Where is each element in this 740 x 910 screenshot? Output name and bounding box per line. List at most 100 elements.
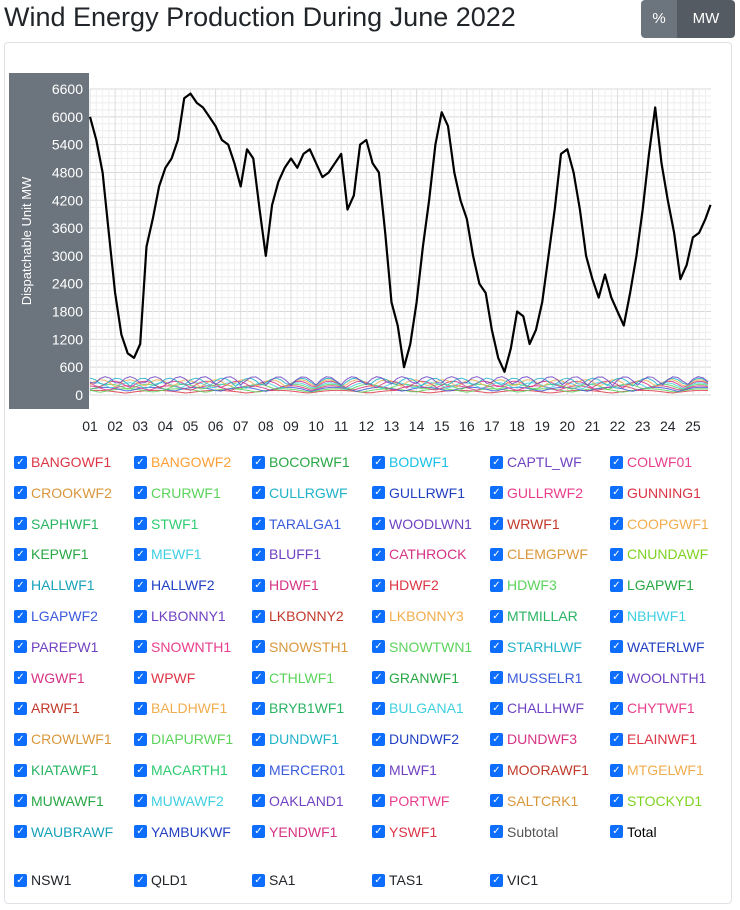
unit-toggle[interactable]: ✓ COLWF01 — [610, 454, 692, 470]
unit-toggle[interactable]: ✓ BRYB1WF1 — [252, 700, 344, 716]
checkbox-checked-icon[interactable]: ✓ — [610, 794, 623, 808]
checkbox-checked-icon[interactable]: ✓ — [610, 547, 623, 561]
checkbox-checked-icon[interactable]: ✓ — [14, 609, 27, 623]
unit-toggle[interactable]: ✓ Subtotal — [490, 824, 558, 840]
unit-toggle[interactable]: ✓ KIATAWF1 — [14, 762, 98, 778]
checkbox-checked-icon[interactable]: ✓ — [610, 517, 623, 531]
unit-toggle[interactable]: ✓ MUSSELR1 — [490, 670, 582, 686]
unit-toggle[interactable]: ✓ BULGANA1 — [372, 700, 464, 716]
checkbox-checked-icon[interactable]: ✓ — [490, 609, 503, 623]
unit-toggle[interactable]: ✓ CRURWF1 — [134, 485, 221, 501]
unit-toggle[interactable]: ✓ HALLWF1 — [14, 577, 95, 593]
checkbox-checked-icon[interactable]: ✓ — [14, 517, 27, 531]
unit-toggle[interactable]: ✓ CAPTL_WF — [490, 454, 582, 470]
unit-toggle[interactable]: ✓ DIAPURWF1 — [134, 731, 233, 747]
mw-button[interactable]: MW — [677, 0, 735, 38]
checkbox-checked-icon[interactable]: ✓ — [134, 486, 147, 500]
checkbox-checked-icon[interactable]: ✓ — [372, 578, 385, 592]
checkbox-checked-icon[interactable]: ✓ — [14, 547, 27, 561]
unit-toggle[interactable]: ✓ WPWF — [134, 670, 195, 686]
checkbox-checked-icon[interactable]: ✓ — [610, 671, 623, 685]
checkbox-checked-icon[interactable]: ✓ — [14, 763, 27, 777]
checkbox-checked-icon[interactable]: ✓ — [372, 701, 385, 715]
checkbox-checked-icon[interactable]: ✓ — [610, 609, 623, 623]
checkbox-checked-icon[interactable]: ✓ — [372, 517, 385, 531]
checkbox-checked-icon[interactable]: ✓ — [372, 794, 385, 808]
region-toggle[interactable]: ✓ SA1 — [252, 872, 295, 888]
checkbox-checked-icon[interactable]: ✓ — [134, 701, 147, 715]
region-toggle[interactable]: ✓ QLD1 — [134, 872, 188, 888]
unit-toggle[interactable]: ✓ BANGOWF1 — [14, 454, 111, 470]
checkbox-checked-icon[interactable]: ✓ — [134, 517, 147, 531]
unit-toggle[interactable]: ✓ SNOWTWN1 — [372, 639, 472, 655]
checkbox-checked-icon[interactable]: ✓ — [372, 547, 385, 561]
checkbox-checked-icon[interactable]: ✓ — [252, 578, 265, 592]
unit-toggle[interactable]: ✓ SNOWSTH1 — [252, 639, 348, 655]
region-toggle[interactable]: ✓ NSW1 — [14, 872, 71, 888]
checkbox-checked-icon[interactable]: ✓ — [134, 640, 147, 654]
unit-toggle[interactable]: ✓ WAUBRAWF — [14, 824, 113, 840]
unit-toggle[interactable]: ✓ YAMBUKWF — [134, 824, 231, 840]
unit-toggle[interactable]: ✓ HDWF2 — [372, 577, 439, 593]
unit-toggle[interactable]: ✓ OAKLAND1 — [252, 793, 344, 809]
percent-button[interactable]: % — [641, 0, 677, 38]
unit-toggle[interactable]: ✓ MLWF1 — [372, 762, 437, 778]
unit-toggle[interactable]: ✓ LKBONNY3 — [372, 608, 464, 624]
unit-toggle[interactable]: ✓ HDWF3 — [490, 577, 557, 593]
checkbox-checked-icon[interactable]: ✓ — [610, 701, 623, 715]
unit-toggle[interactable]: ✓ GULLRWF2 — [490, 485, 583, 501]
checkbox-checked-icon[interactable]: ✓ — [14, 794, 27, 808]
unit-toggle[interactable]: ✓ BLUFF1 — [252, 546, 321, 562]
unit-toggle[interactable]: ✓ MERCER01 — [252, 762, 345, 778]
unit-toggle[interactable]: ✓ BODWF1 — [372, 454, 449, 470]
unit-toggle[interactable]: ✓ DUNDWF3 — [490, 731, 577, 747]
checkbox-checked-icon[interactable]: ✓ — [610, 640, 623, 654]
checkbox-checked-icon[interactable]: ✓ — [134, 578, 147, 592]
checkbox-checked-icon[interactable]: ✓ — [372, 873, 385, 887]
unit-toggle[interactable]: ✓ SAPHWF1 — [14, 516, 99, 532]
checkbox-checked-icon[interactable]: ✓ — [14, 578, 27, 592]
checkbox-checked-icon[interactable]: ✓ — [252, 547, 265, 561]
unit-toggle[interactable]: ✓ MUWAWF2 — [134, 793, 224, 809]
unit-toggle[interactable]: ✓ DUNDWF1 — [252, 731, 339, 747]
checkbox-checked-icon[interactable]: ✓ — [252, 517, 265, 531]
checkbox-checked-icon[interactable]: ✓ — [490, 486, 503, 500]
checkbox-checked-icon[interactable]: ✓ — [490, 547, 503, 561]
unit-toggle[interactable]: ✓ CTHLWF1 — [252, 670, 334, 686]
unit-toggle[interactable]: ✓ MEWF1 — [134, 546, 202, 562]
checkbox-checked-icon[interactable]: ✓ — [14, 873, 27, 887]
checkbox-checked-icon[interactable]: ✓ — [252, 609, 265, 623]
checkbox-checked-icon[interactable]: ✓ — [134, 794, 147, 808]
checkbox-checked-icon[interactable]: ✓ — [610, 732, 623, 746]
unit-toggle[interactable]: ✓ CROOKWF2 — [14, 485, 112, 501]
unit-toggle[interactable]: ✓ WOOLNTH1 — [610, 670, 706, 686]
unit-toggle[interactable]: ✓ CHYTWF1 — [610, 700, 695, 716]
checkbox-checked-icon[interactable]: ✓ — [252, 486, 265, 500]
checkbox-checked-icon[interactable]: ✓ — [372, 640, 385, 654]
unit-toggle[interactable]: ✓ BALDHWF1 — [134, 700, 227, 716]
unit-toggle[interactable]: ✓ PAREPW1 — [14, 639, 98, 655]
checkbox-checked-icon[interactable]: ✓ — [252, 794, 265, 808]
unit-toggle[interactable]: ✓ CATHROCK — [372, 546, 467, 562]
checkbox-checked-icon[interactable]: ✓ — [610, 763, 623, 777]
checkbox-checked-icon[interactable]: ✓ — [134, 671, 147, 685]
checkbox-checked-icon[interactable]: ✓ — [134, 873, 147, 887]
checkbox-checked-icon[interactable]: ✓ — [610, 825, 623, 839]
unit-toggle[interactable]: ✓ CHALLHWF — [490, 700, 584, 716]
checkbox-checked-icon[interactable]: ✓ — [252, 701, 265, 715]
checkbox-checked-icon[interactable]: ✓ — [490, 640, 503, 654]
checkbox-checked-icon[interactable]: ✓ — [134, 547, 147, 561]
unit-toggle[interactable]: ✓ HALLWF2 — [134, 577, 215, 593]
checkbox-checked-icon[interactable]: ✓ — [490, 825, 503, 839]
checkbox-checked-icon[interactable]: ✓ — [490, 578, 503, 592]
checkbox-checked-icon[interactable]: ✓ — [490, 763, 503, 777]
checkbox-checked-icon[interactable]: ✓ — [134, 763, 147, 777]
unit-toggle[interactable]: ✓ YSWF1 — [372, 824, 437, 840]
region-toggle[interactable]: ✓ VIC1 — [490, 872, 538, 888]
checkbox-checked-icon[interactable]: ✓ — [252, 640, 265, 654]
checkbox-checked-icon[interactable]: ✓ — [610, 486, 623, 500]
unit-toggle[interactable]: ✓ STARHLWF — [490, 639, 582, 655]
checkbox-checked-icon[interactable]: ✓ — [372, 486, 385, 500]
checkbox-checked-icon[interactable]: ✓ — [490, 873, 503, 887]
checkbox-checked-icon[interactable]: ✓ — [14, 640, 27, 654]
